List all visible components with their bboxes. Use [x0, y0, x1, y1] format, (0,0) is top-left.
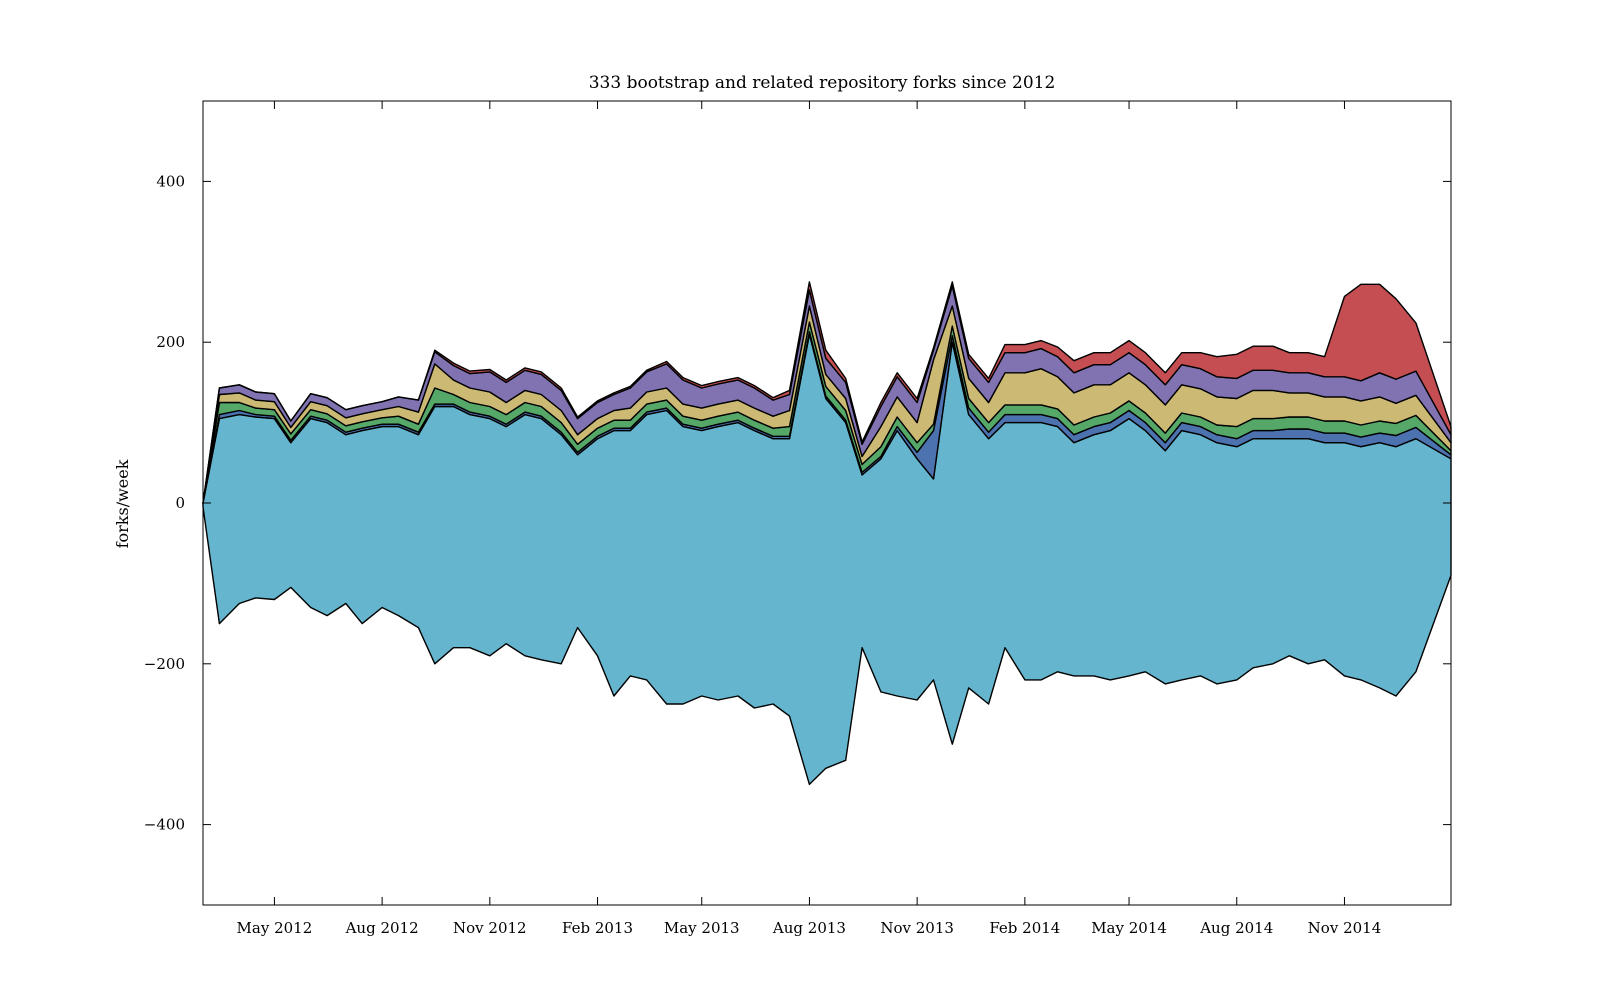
- x-tick-label: Feb 2013: [562, 919, 633, 937]
- x-tick-label: Nov 2012: [453, 919, 527, 937]
- x-tick-label: May 2013: [664, 919, 740, 937]
- x-tick-label: Feb 2014: [989, 919, 1060, 937]
- series-layer: [202, 281, 1452, 786]
- y-tick-label: 400: [156, 172, 185, 190]
- plot-frame: [202, 100, 1452, 906]
- y-tick-label: 200: [156, 333, 185, 351]
- x-tick-label: Nov 2013: [880, 919, 954, 937]
- x-tick-label: Aug 2013: [772, 919, 846, 937]
- x-tick-label: May 2012: [237, 919, 313, 937]
- x-tick-label: May 2014: [1091, 919, 1167, 937]
- y-axis-label: forks/week: [113, 459, 132, 548]
- y-tick-label: −200: [144, 655, 185, 673]
- ticks-layer: 400 200 0 −200 −400 May 2012 Aug 2012 Nov 2012 F…: [144, 101, 1451, 937]
- y-tick-label: −400: [144, 816, 185, 834]
- chart-title: 333 bootstrap and related repository for…: [589, 73, 1056, 93]
- x-tick-label: Aug 2014: [1199, 919, 1273, 937]
- x-tick-label: Nov 2014: [1308, 919, 1382, 937]
- x-tick-label: Aug 2012: [345, 919, 419, 937]
- y-tick-label: 0: [175, 494, 185, 512]
